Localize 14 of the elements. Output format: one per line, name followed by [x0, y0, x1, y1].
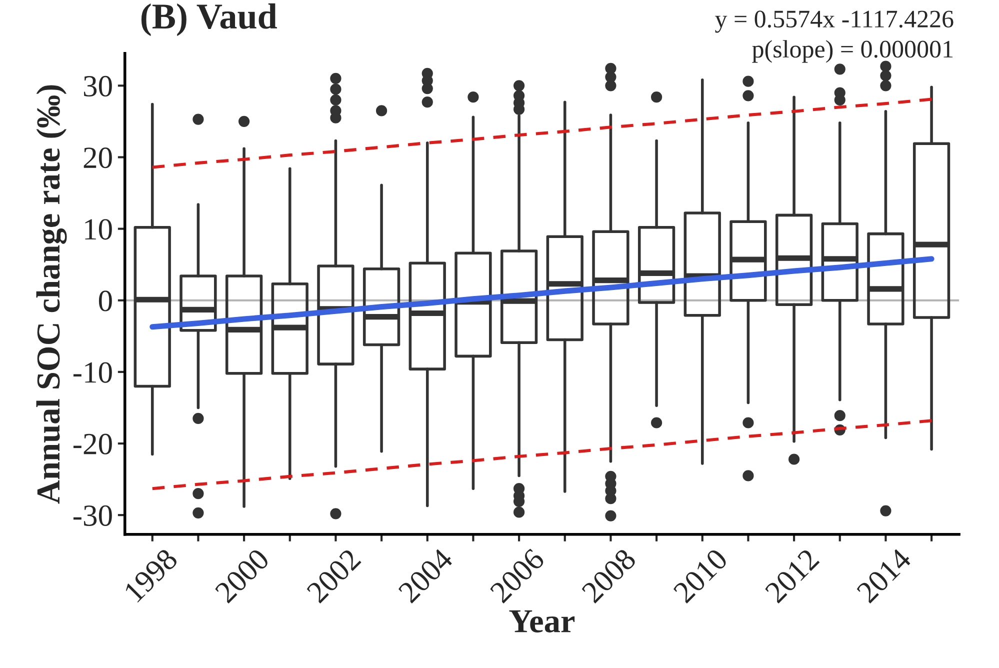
line-series	[150, 419, 934, 490]
y-tick-label: -30	[73, 505, 112, 526]
chart-title: (B) Vaud	[141, 3, 277, 36]
y-tick-label: -20	[73, 434, 112, 454]
y-tick-label: -10	[73, 362, 112, 383]
y-tick-label: 20	[84, 148, 112, 168]
y-tick-label: 30	[84, 76, 112, 97]
x-axis-title: Year	[509, 610, 575, 632]
y-tick-label: 10	[85, 219, 112, 240]
line-series	[150, 98, 934, 169]
text: y = 0.5574x -1117.4226	[715, 10, 954, 33]
y-tick-label: 0	[98, 290, 112, 312]
annotation: p(slope) = 0.000001	[752, 40, 953, 63]
y-axis-title: Annual SOC change rate (‰)	[36, 85, 67, 504]
